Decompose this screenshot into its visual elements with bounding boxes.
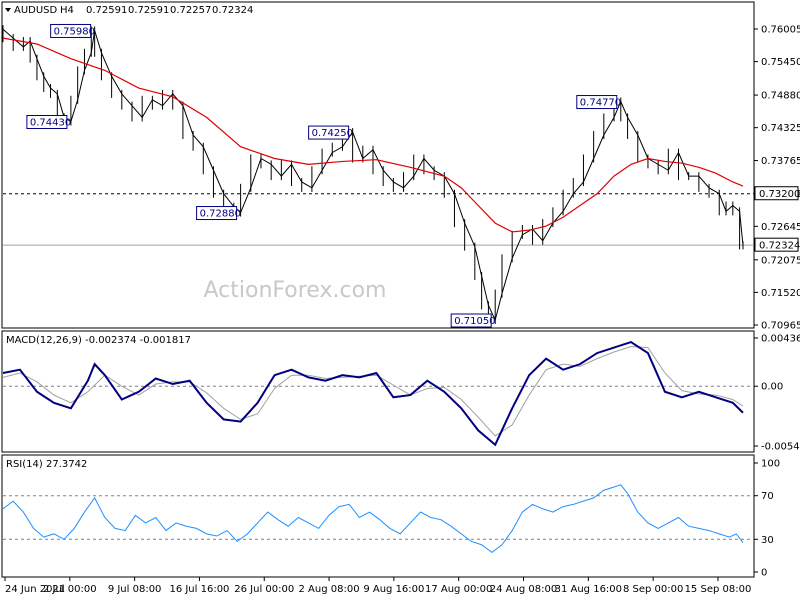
frames <box>1 1 755 578</box>
annotation-label: 0.74430 <box>30 118 71 129</box>
level-price-label: 0.73200 <box>759 189 800 200</box>
x-tick-label: 9 Jul 08:00 <box>108 584 162 595</box>
x-tick-label: 31 Aug 16:00 <box>555 584 622 595</box>
header-high: 0.72591 <box>128 5 169 16</box>
x-tick-label: 16 Jul 16:00 <box>169 584 229 595</box>
header-symbol: AUDUSD <box>14 5 58 16</box>
watermark: ActionForex.com <box>204 278 387 303</box>
triangle-icon <box>5 8 11 12</box>
price-panel-frame <box>1 1 755 329</box>
x-tick-label: 8 Sep 00:00 <box>623 584 683 595</box>
annotation-label: 0.72880 <box>200 209 241 220</box>
macd-line <box>2 340 744 447</box>
header-open: 0.72591 <box>86 5 127 16</box>
annotation-box <box>26 115 68 129</box>
macd-label: MACD(12,26,9) -0.002374 -0.001817 <box>6 335 191 346</box>
annotation-box <box>196 206 238 221</box>
annotation-label: 0.74770 <box>580 98 621 109</box>
price-y-tick-label: 0.73765 <box>761 156 800 167</box>
rsi-label: RSI(14) 27.3742 <box>6 459 87 470</box>
annotation-label: 0.74250 <box>312 128 353 139</box>
header-close: 0.72324 <box>212 5 253 16</box>
price-y-tick-label: 0.74325 <box>761 123 800 134</box>
rsi-y-tick-label: 30 <box>761 535 774 546</box>
x-tick-label: 17 Aug 00:00 <box>425 584 492 595</box>
x-tick-label: 24 Jun 2021 <box>5 584 65 595</box>
x-tick-label: 24 Aug 08:00 <box>490 584 557 595</box>
rsi-y-tick-label: 0 <box>761 568 767 579</box>
level-price-box <box>754 186 799 201</box>
macd-y-tick-label: 0.004367 <box>761 334 800 345</box>
price-y-tick-label: 0.72075 <box>761 255 800 266</box>
rsi-y-tick-label: 70 <box>761 491 774 502</box>
price-y-tick-label: 0.75450 <box>761 57 800 68</box>
x-tick-label: 26 Jul 00:00 <box>234 584 294 595</box>
macd-series <box>2 340 754 447</box>
annotation-label: 0.71050 <box>454 316 495 327</box>
price-y-tick-label: 0.70965 <box>761 321 800 332</box>
macd-signal-line <box>2 345 744 437</box>
x-tick-label: 2 Aug 08:00 <box>299 584 360 595</box>
x-tick-label: 15 Sep 08:00 <box>685 584 752 595</box>
axes: 0.76005 0.75450 0.74880 0.74325 0.73765 0.732… <box>4 25 800 595</box>
price-y-tick-label: 0.71520 <box>761 288 800 299</box>
symbol-header: AUDUSD H4 0.72591 0.72591 0.72257 0.7232… <box>5 5 253 16</box>
current-price-box <box>754 237 799 252</box>
header-low: 0.72257 <box>170 5 211 16</box>
price-y-tick-label: 0.72645 <box>761 222 800 233</box>
header-timeframe: H4 <box>60 5 74 16</box>
rsi-panel-frame <box>1 454 755 578</box>
current-price-label: 0.72324 <box>759 241 800 252</box>
price-line <box>2 28 744 322</box>
rsi-line <box>2 484 744 554</box>
x-tick-label: 2 Jul 00:00 <box>43 584 97 595</box>
moving-average-line <box>2 37 744 233</box>
price-series: 0.75980 0.74430 0.72880 0.74250 0.71050 0.747… <box>2 23 754 328</box>
annotation-box <box>50 23 92 38</box>
annotation-box <box>576 95 618 110</box>
price-y-tick-label: 0.74880 <box>761 91 800 102</box>
annotation-box <box>450 313 492 328</box>
price-y-tick-label: 0.76005 <box>761 25 800 36</box>
rsi-series <box>2 484 754 554</box>
annotation-box <box>308 125 350 140</box>
macd-y-tick-label: 0.00 <box>761 382 783 393</box>
annotation-label: 0.75980 <box>54 26 95 37</box>
x-tick-label: 9 Aug 16:00 <box>363 584 424 595</box>
macd-y-tick-label: -0.005411 <box>761 442 800 453</box>
rsi-y-tick-label: 100 <box>761 459 780 470</box>
macd-panel-frame <box>1 330 755 453</box>
